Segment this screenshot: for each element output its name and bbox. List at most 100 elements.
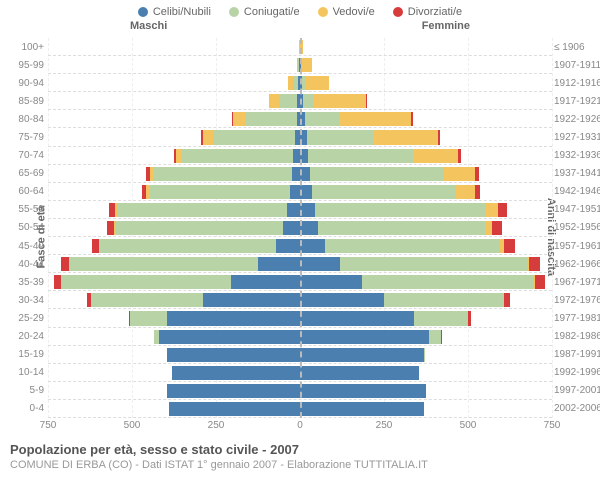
bar-segment bbox=[290, 185, 300, 199]
bar-segment bbox=[411, 112, 413, 126]
bar-male bbox=[48, 203, 300, 217]
bar-segment bbox=[384, 293, 503, 307]
legend-item: Divorziati/e bbox=[393, 6, 462, 18]
bar-segment bbox=[283, 221, 300, 235]
bar-segment bbox=[374, 130, 438, 144]
bar-segment bbox=[307, 130, 374, 144]
birth-label: 1912-1916 bbox=[554, 78, 600, 89]
bar-segment bbox=[413, 149, 458, 163]
bar-female bbox=[300, 402, 552, 416]
bar-male bbox=[48, 76, 300, 90]
bar-segment bbox=[300, 384, 426, 398]
bar-segment bbox=[300, 402, 424, 416]
column-headers: Maschi Femmine bbox=[0, 20, 600, 36]
age-label: 100+ bbox=[6, 42, 44, 53]
birth-label: ≤ 1906 bbox=[554, 42, 600, 53]
bar-segment bbox=[504, 239, 515, 253]
age-label: 85-89 bbox=[6, 96, 44, 107]
bar-segment bbox=[269, 94, 279, 108]
header-females: Femmine bbox=[422, 20, 470, 32]
bar-segment bbox=[258, 257, 300, 271]
bar-segment bbox=[167, 384, 300, 398]
bar-female bbox=[300, 221, 552, 235]
bar-segment bbox=[340, 257, 526, 271]
bar-female bbox=[300, 167, 552, 181]
bar-segment bbox=[100, 239, 276, 253]
birth-label: 1947-1951 bbox=[554, 204, 600, 215]
age-label: 70-74 bbox=[6, 150, 44, 161]
bar-female bbox=[300, 293, 552, 307]
bar-segment bbox=[300, 203, 315, 217]
birth-label: 1992-1996 bbox=[554, 367, 600, 378]
birth-label: 1972-1976 bbox=[554, 295, 600, 306]
bar-female bbox=[300, 149, 552, 163]
age-label: 20-24 bbox=[6, 331, 44, 342]
age-label: 60-64 bbox=[6, 186, 44, 197]
bar-male bbox=[48, 384, 300, 398]
age-label: 45-49 bbox=[6, 241, 44, 252]
x-axis: 7507505005002502500 bbox=[48, 418, 552, 436]
age-label: 10-14 bbox=[6, 367, 44, 378]
header-males: Maschi bbox=[130, 20, 167, 32]
bar-segment bbox=[339, 112, 411, 126]
bar-segment bbox=[154, 167, 292, 181]
age-label: 5-9 bbox=[6, 385, 44, 396]
bar-male bbox=[48, 58, 300, 72]
bar-segment bbox=[300, 239, 325, 253]
bar-segment bbox=[535, 275, 544, 289]
bar-segment bbox=[414, 311, 468, 325]
bar-segment bbox=[492, 221, 502, 235]
bar-male bbox=[48, 293, 300, 307]
bar-male bbox=[48, 402, 300, 416]
bar-male bbox=[48, 94, 300, 108]
bar-segment bbox=[117, 203, 287, 217]
bar-segment bbox=[169, 402, 300, 416]
bar-female bbox=[300, 348, 552, 362]
bar-segment bbox=[308, 149, 412, 163]
bar-female bbox=[300, 275, 552, 289]
bar-segment bbox=[300, 348, 424, 362]
bar-male bbox=[48, 257, 300, 271]
bar-segment bbox=[233, 112, 246, 126]
bar-male bbox=[48, 149, 300, 163]
age-label: 95-99 bbox=[6, 60, 44, 71]
bar-segment bbox=[424, 348, 425, 362]
bar-segment bbox=[149, 185, 290, 199]
birth-label: 1967-1971 bbox=[554, 277, 600, 288]
bar-male bbox=[48, 130, 300, 144]
population-pyramid: Celibi/NubiliConiugati/eVedovi/eDivorzia… bbox=[0, 0, 600, 500]
age-label: 75-79 bbox=[6, 132, 44, 143]
bar-segment bbox=[287, 203, 300, 217]
bar-segment bbox=[441, 330, 442, 344]
bar-female bbox=[300, 330, 552, 344]
bar-segment bbox=[246, 112, 296, 126]
age-label: 90-94 bbox=[6, 78, 44, 89]
bar-segment bbox=[167, 348, 300, 362]
legend-swatch bbox=[229, 7, 239, 17]
footer: Popolazione per età, sesso e stato civil… bbox=[0, 436, 600, 471]
bar-segment bbox=[70, 257, 258, 271]
age-label: 35-39 bbox=[6, 277, 44, 288]
age-label: 0-4 bbox=[6, 403, 44, 414]
bar-segment bbox=[115, 221, 283, 235]
bar-segment bbox=[504, 293, 510, 307]
bar-segment bbox=[203, 130, 213, 144]
birth-label: 1987-1991 bbox=[554, 349, 600, 360]
bar-male bbox=[48, 330, 300, 344]
bar-segment bbox=[310, 167, 443, 181]
x-tick: 250 bbox=[208, 420, 225, 431]
bar-segment bbox=[276, 239, 300, 253]
bar-segment bbox=[231, 275, 300, 289]
legend-swatch bbox=[393, 7, 403, 17]
birth-label: 1942-1946 bbox=[554, 186, 600, 197]
age-label: 25-29 bbox=[6, 313, 44, 324]
bar-segment bbox=[300, 275, 362, 289]
bar-segment bbox=[172, 366, 300, 380]
birth-label: 1937-1941 bbox=[554, 168, 600, 179]
bar-female bbox=[300, 40, 552, 54]
chart-title: Popolazione per età, sesso e stato civil… bbox=[10, 442, 590, 457]
age-label: 50-54 bbox=[6, 222, 44, 233]
x-tick: 250 bbox=[376, 420, 393, 431]
x-tick: 500 bbox=[124, 420, 141, 431]
bar-female bbox=[300, 384, 552, 398]
